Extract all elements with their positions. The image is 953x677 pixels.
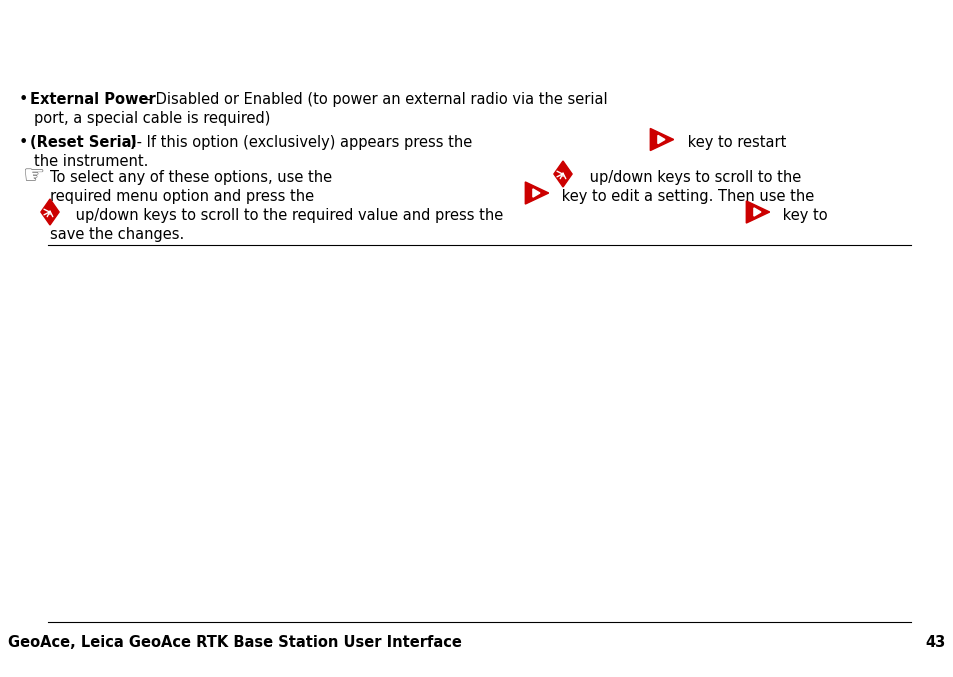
Text: •: • xyxy=(18,92,28,107)
Text: up/down keys to scroll to the required value and press the: up/down keys to scroll to the required v… xyxy=(71,208,503,223)
Polygon shape xyxy=(525,182,548,204)
Text: key to restart: key to restart xyxy=(682,135,785,150)
Text: the instrument.: the instrument. xyxy=(34,154,149,169)
Text: key to: key to xyxy=(778,208,827,223)
Text: External Power: External Power xyxy=(30,92,155,107)
Text: up/down keys to scroll to the: up/down keys to scroll to the xyxy=(584,170,801,185)
Polygon shape xyxy=(753,208,760,216)
Text: - If this option (exclusively) appears press the: - If this option (exclusively) appears p… xyxy=(132,135,472,150)
Polygon shape xyxy=(650,129,673,150)
Text: ): ) xyxy=(130,135,136,150)
Polygon shape xyxy=(41,199,59,225)
Polygon shape xyxy=(533,189,539,197)
Text: required menu option and press the: required menu option and press the xyxy=(50,189,314,204)
Text: save the changes.: save the changes. xyxy=(50,227,184,242)
Text: key to edit a setting. Then use the: key to edit a setting. Then use the xyxy=(557,189,814,204)
Text: •: • xyxy=(18,135,28,150)
Polygon shape xyxy=(658,135,664,144)
Text: 43: 43 xyxy=(924,635,945,650)
Text: - Disabled or Enabled (to power an external radio via the serial: - Disabled or Enabled (to power an exter… xyxy=(141,92,607,107)
Polygon shape xyxy=(745,201,769,223)
Text: To select any of these options, use the: To select any of these options, use the xyxy=(50,170,332,185)
Text: port, a special cable is required): port, a special cable is required) xyxy=(34,111,270,126)
Text: ☞: ☞ xyxy=(23,164,45,188)
Text: GeoAce, Leica GeoAce RTK Base Station User Interface: GeoAce, Leica GeoAce RTK Base Station Us… xyxy=(8,635,461,650)
Text: (Reset Serial: (Reset Serial xyxy=(30,135,136,150)
Polygon shape xyxy=(554,161,572,187)
